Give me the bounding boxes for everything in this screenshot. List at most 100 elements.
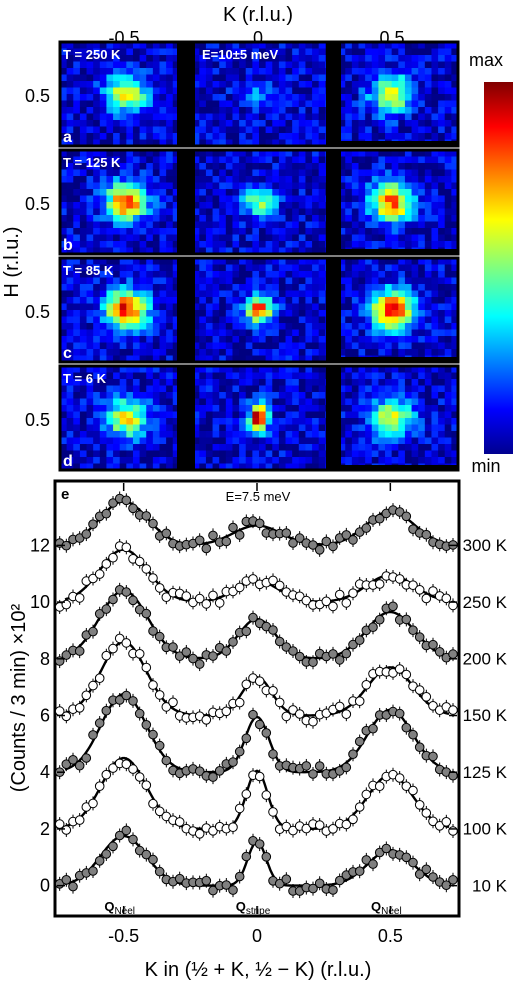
heatmap-cell [159,437,167,445]
heatmap-cell [259,81,267,88]
energy-annotation: E=7.5 meV [226,489,291,504]
heatmap-cell [378,113,386,121]
heatmap-cell [391,87,399,95]
heatmap-cell [172,68,180,75]
heatmap-cell [398,228,406,235]
heatmap-cell [146,355,154,363]
heatmap-cell [285,189,293,196]
heatmap-cell [106,411,114,419]
heatmap-cell [152,392,160,399]
heatmap-cell [285,113,293,121]
heatmap-cell [444,258,452,265]
heatmap-cell [219,113,227,121]
heatmap-cell [146,450,154,458]
heatmap-cell [139,424,147,432]
heatmap-cell [199,366,207,373]
heatmap-cell [272,156,280,164]
heatmap-cell [338,202,346,209]
heatmap-cell [451,297,459,304]
heatmap-cell [305,424,313,432]
data-point [274,697,285,708]
heatmap-cell [305,120,313,127]
heatmap-cell [113,156,121,164]
data-point [108,643,118,654]
heatmap-cell [86,182,94,190]
heatmap-cell [278,107,286,114]
heatmap-cell [192,264,200,272]
heatmap-cell [132,437,140,445]
heatmap-cell [245,215,253,222]
heatmap-cell [444,310,452,317]
heatmap-cell [172,303,180,311]
heatmap-cell [146,398,154,406]
heatmap-cell [66,277,74,285]
heatmap-cell [292,424,300,432]
heatmap-cell [245,258,253,265]
heatmap-cell [152,258,160,265]
heatmap-cell [79,372,87,380]
heatmap-cell [318,169,326,177]
heatmap-cell [199,264,207,272]
heatmap-cell [259,355,267,363]
heatmap-cell [199,385,207,393]
heatmap-cell [318,450,326,458]
heatmap-cell [86,398,94,406]
data-point [254,771,265,782]
data-point [141,720,152,730]
heatmap-cell [60,329,68,337]
heatmap-cell [378,437,386,445]
heatmap-cell [60,411,68,419]
heatmap-cell [66,42,74,49]
heatmap-cell [338,221,346,229]
heatmap-cell [79,176,87,183]
heatmap-cell [239,366,247,373]
heatmap-cell [239,437,247,445]
heatmap-cell [272,366,280,373]
heatmap-cell [159,221,167,229]
heatmap-cell [106,457,114,464]
heatmap-cell [60,284,68,291]
heatmap-cell [365,68,373,75]
heatmap-cell [225,195,233,203]
heatmap-cell [73,68,81,75]
heatmap-cell [99,228,107,235]
heatmap-cell [132,139,140,147]
heatmap-cell [451,113,459,121]
heatmap-cell [106,228,114,235]
heatmap-cell [252,215,260,222]
heatmap-cell [225,323,233,330]
heatmap-cell [398,424,406,432]
heatmap-cell [451,87,459,95]
heatmap-cell [351,120,359,127]
heatmap-cell [398,284,406,291]
heatmap-cell [132,182,140,190]
heatmap-cell [79,107,87,114]
heatmap-cell [371,323,379,330]
heatmap-cell [106,100,114,108]
heatmap-cell [192,241,200,248]
heatmap-cell [298,48,306,56]
heatmap-cell [431,42,439,49]
heatmap-cell [391,329,399,337]
heatmap-cell [278,450,286,458]
heatmap-cell [106,55,114,62]
heatmap-cell [252,372,260,380]
heatmap-cell [398,437,406,445]
heatmap-cell [385,55,393,62]
data-point [294,651,305,662]
heatmap-cell [146,241,154,248]
data-point [308,769,318,779]
heatmap-cell [119,208,127,216]
heatmap-cell [225,411,233,419]
heatmap-cell [418,379,426,386]
heatmap-cell [398,349,406,356]
heatmap-cell [60,355,68,363]
heatmap-cell [73,457,81,464]
heatmap-cell [66,349,74,356]
heatmap-cell [292,418,300,425]
heatmap-cell [431,444,439,451]
heatmap-cell [73,342,81,350]
heatmap-cell [106,303,114,311]
heatmap-cell [73,444,81,451]
heatmap-cell [126,202,134,209]
